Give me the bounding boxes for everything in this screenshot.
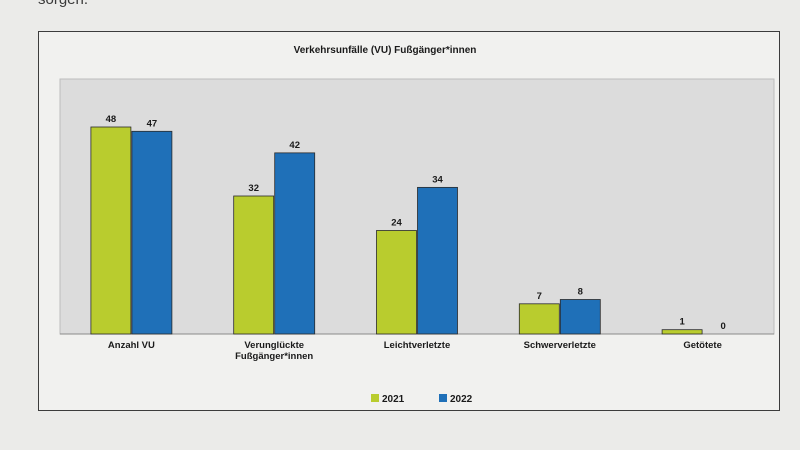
bar-2022-0: [131, 130, 173, 335]
category-label-0: Anzahl VU: [108, 340, 155, 351]
value-label-2022-3: 8: [578, 287, 583, 298]
chart-title: Verkehrsunfälle (VU) Fußgänger*innen: [294, 45, 477, 56]
bars-group: [90, 126, 703, 335]
category-label-4: Getötete: [683, 340, 722, 351]
bar-2021-0: [90, 126, 132, 335]
value-label-2022-1: 42: [289, 140, 300, 151]
category-label-1: Verunglückte Fußgänger*innen: [235, 340, 313, 362]
value-label-2021-4: 1: [679, 317, 685, 328]
bar-2021-3: [518, 303, 560, 335]
value-label-2022-2: 34: [432, 174, 443, 185]
value-label-2022-4: 0: [720, 321, 725, 332]
bar-2021-4: [661, 329, 703, 335]
bar-2021-1: [233, 195, 275, 335]
plot-area: [59, 78, 775, 335]
legend-label-2021: 2021: [382, 394, 405, 405]
value-label-2022-0: 47: [147, 118, 158, 129]
legend-label-2022: 2022: [450, 394, 473, 405]
value-label-2021-3: 7: [537, 291, 542, 302]
bar-2021-2: [376, 230, 417, 335]
bar-2022-2: [417, 186, 458, 335]
legend: 2021 2022: [371, 394, 473, 405]
value-label-2021-0: 48: [106, 114, 117, 125]
bar-2022-3: [559, 299, 601, 335]
category-labels-group: Anzahl VU Verunglückte Fußgänger*innen Leic…: [108, 340, 722, 362]
page-text-fragment: sorgen.: [38, 0, 88, 8]
value-label-2021-2: 24: [391, 218, 402, 229]
legend-swatch-2022: [439, 394, 447, 402]
legend-swatch-2021: [371, 394, 379, 402]
value-label-2021-1: 32: [248, 183, 259, 194]
value-labels-group: 48 47 32 42 24 34 7 8 1 0: [106, 114, 726, 332]
bar-2022-1: [274, 152, 316, 335]
category-label-3: Schwerverletzte: [524, 340, 596, 351]
category-label-2: Leichtverletzte: [384, 340, 451, 351]
